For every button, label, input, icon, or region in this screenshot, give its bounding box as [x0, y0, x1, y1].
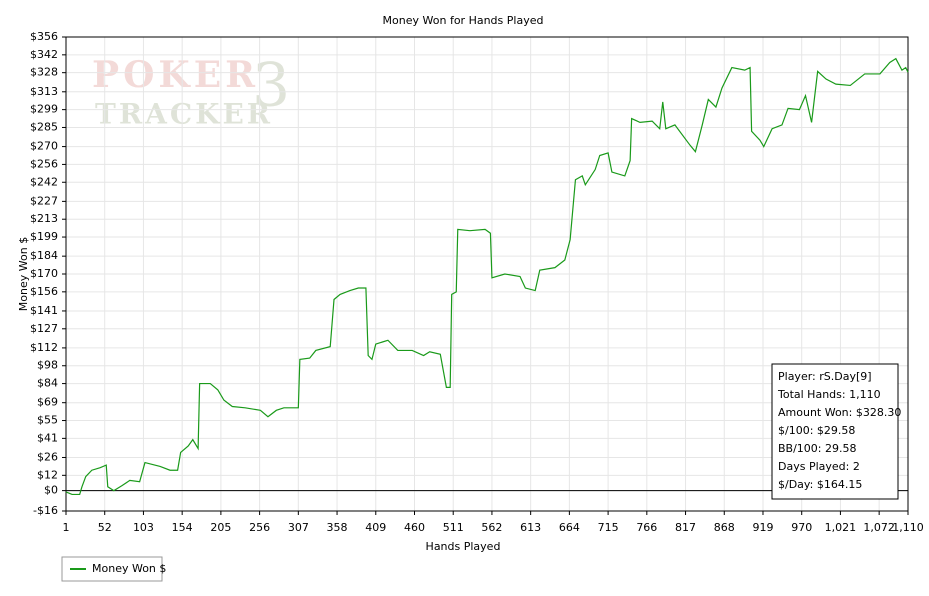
x-tick-label: 766	[636, 521, 657, 534]
info-box-frame	[771, 363, 899, 500]
x-tick-label: 868	[714, 521, 735, 534]
y-tick-label: $26	[37, 450, 58, 463]
y-tick-label: $84	[37, 377, 58, 390]
y-tick-label: $227	[30, 194, 58, 207]
y-tick-label: $170	[30, 267, 58, 280]
info-line: Player: rS.Day[9]	[778, 370, 872, 383]
y-tick-label: $141	[30, 304, 58, 317]
y-tick-label: $112	[30, 341, 58, 354]
x-tick-label: 1,021	[825, 521, 857, 534]
y-tick-label: $55	[37, 414, 58, 427]
y-tick-label: $213	[30, 212, 58, 225]
info-line: Total Hands: 1,110	[777, 388, 881, 401]
y-tick-label: $342	[30, 48, 58, 61]
y-tick-label: $299	[30, 103, 58, 116]
x-tick-label: 664	[559, 521, 580, 534]
y-tick-label: $285	[30, 120, 58, 133]
y-tick-label: $328	[30, 66, 58, 79]
y-tick-label: $0	[44, 484, 58, 497]
x-tick-label: 409	[365, 521, 386, 534]
grid	[65, 36, 909, 512]
y-tick-label: $356	[30, 30, 58, 43]
x-tick-label: 103	[133, 521, 154, 534]
y-tick-label: $12	[37, 468, 58, 481]
y-tick-label: $313	[30, 85, 58, 98]
x-tick-label: 511	[443, 521, 464, 534]
x-tick-label: 52	[98, 521, 112, 534]
y-tick-label: $184	[30, 249, 58, 262]
x-tick-label: 613	[520, 521, 541, 534]
y-axis-label: Money Won $	[17, 237, 30, 311]
y-tick-label: $256	[30, 157, 58, 170]
y-tick-label: $127	[30, 322, 58, 335]
legend: Money Won $	[61, 556, 166, 582]
plot-frame	[65, 36, 909, 512]
x-tick-label: 715	[598, 521, 619, 534]
watermark-text: TRACKER	[95, 98, 273, 131]
x-tick-label: 358	[327, 521, 348, 534]
y-tick-label: $98	[37, 359, 58, 372]
info-box: Player: rS.Day[9] Total Hands: 1,110 Amoun…	[771, 363, 901, 500]
x-tick-label: 460	[404, 521, 425, 534]
x-tick-label: 817	[675, 521, 696, 534]
info-line: BB/100: 29.58	[778, 442, 857, 455]
x-tick-label: 562	[481, 521, 502, 534]
x-axis-label: Hands Played	[426, 540, 501, 553]
axes: -$16 $0 $12 $26 $41 $55 $69 $84 $98 $112 $127 $141 $…	[30, 30, 924, 534]
x-tick-label: 1,072	[863, 521, 895, 534]
watermark: POKER TRACKER 3	[92, 51, 290, 131]
watermark-text: 3	[252, 51, 290, 121]
x-tick-label: 154	[172, 521, 193, 534]
info-line: Amount Won: $328.30	[778, 406, 901, 419]
info-line: Days Played: 2	[778, 460, 860, 473]
y-tick-label: $270	[30, 140, 58, 153]
x-tick-label: 256	[249, 521, 270, 534]
y-tick-label: $199	[30, 230, 58, 243]
x-tick-label: 1	[63, 521, 70, 534]
y-tick-label: -$16	[33, 504, 58, 517]
y-tick-label: $242	[30, 175, 58, 188]
info-line: $/Day: $164.15	[778, 478, 862, 491]
y-tick-label: $156	[30, 285, 58, 298]
info-line: $/100: $29.58	[778, 424, 855, 437]
y-tick-label: $69	[37, 396, 58, 409]
watermark-text: POKER	[92, 54, 259, 96]
chart-title: Money Won for Hands Played	[383, 14, 544, 27]
x-tick-label: 1,110	[892, 521, 924, 534]
x-tick-label: 919	[752, 521, 773, 534]
y-tick-label: $41	[37, 431, 58, 444]
legend-label: Money Won $	[92, 562, 166, 575]
series-line	[65, 57, 909, 496]
x-tick-label: 307	[288, 521, 309, 534]
plot	[65, 57, 909, 496]
x-tick-label: 205	[210, 521, 231, 534]
x-tick-label: 970	[791, 521, 812, 534]
